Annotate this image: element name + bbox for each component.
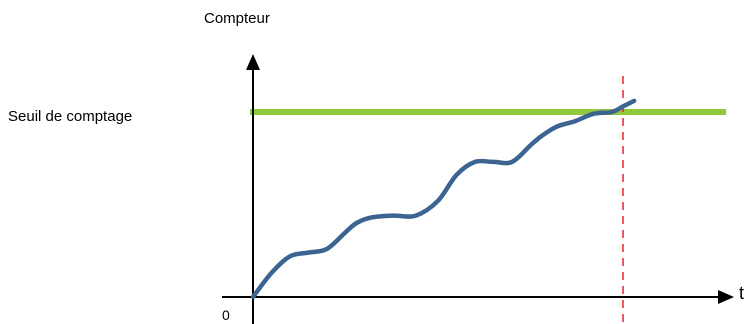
x-axis-arrowhead — [718, 290, 734, 304]
counter-curve — [250, 98, 637, 300]
y-axis-arrowhead — [246, 54, 260, 70]
origin-label: 0 — [222, 307, 230, 323]
y-axis-title: Compteur — [204, 10, 270, 27]
x-axis-title: t — [739, 283, 745, 303]
threshold-label: Seuil de comptage — [8, 108, 133, 125]
